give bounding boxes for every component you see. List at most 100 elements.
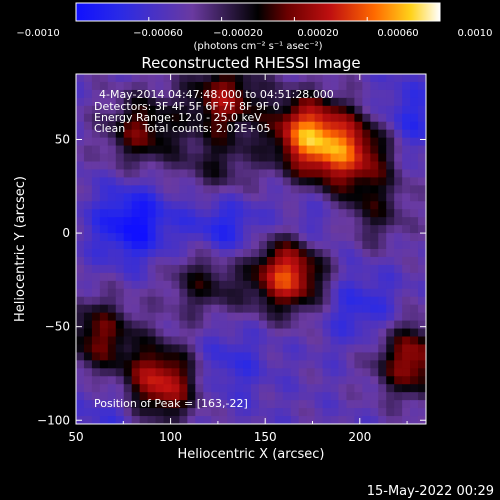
heatmap-cell xyxy=(298,201,308,210)
heatmap-cell xyxy=(386,161,395,171)
heatmap-cell xyxy=(171,145,180,155)
heatmap-cell xyxy=(306,256,316,266)
heatmap-cell xyxy=(179,233,188,242)
heatmap-cell xyxy=(76,121,85,131)
heatmap-cell xyxy=(243,328,252,338)
heatmap-cell xyxy=(115,249,125,258)
heatmap-cell xyxy=(179,312,188,322)
heatmap-cell xyxy=(298,74,308,83)
heatmap-cell xyxy=(346,177,355,186)
heatmap-cell xyxy=(171,280,180,290)
heatmap-cell xyxy=(251,296,260,306)
heatmap-cell xyxy=(386,392,395,401)
heatmap-cell xyxy=(91,185,101,194)
heatmap-cell xyxy=(370,376,379,385)
heatmap-cell xyxy=(123,225,133,234)
heatmap-cell xyxy=(139,328,149,338)
heatmap-cell xyxy=(76,193,85,202)
heatmap-cell xyxy=(378,249,387,258)
heatmap-cell xyxy=(147,256,157,266)
heatmap-cell xyxy=(235,113,244,123)
heatmap-cell xyxy=(354,129,363,139)
heatmap-cell xyxy=(195,145,204,155)
heatmap-cell xyxy=(163,312,173,322)
heatmap-cell xyxy=(83,89,93,99)
heatmap-cell xyxy=(115,304,125,314)
heatmap-cell xyxy=(139,368,149,377)
heatmap-cell xyxy=(107,185,117,194)
heatmap-cell xyxy=(354,328,363,338)
heatmap-cell xyxy=(76,74,85,83)
heatmap-cell xyxy=(99,169,109,178)
heatmap-cell xyxy=(107,74,117,83)
heatmap-cell xyxy=(243,113,252,123)
heatmap-cell xyxy=(227,288,236,298)
heatmap-cell xyxy=(171,328,180,338)
heatmap-cell xyxy=(83,352,93,361)
heatmap-cell xyxy=(266,89,276,99)
heatmap-cell xyxy=(131,336,141,346)
heatmap-cell xyxy=(266,81,276,91)
heatmap-cell xyxy=(163,193,173,202)
heatmap-cell xyxy=(235,368,244,377)
heatmap-cell xyxy=(115,121,125,131)
heatmap-cell xyxy=(354,74,363,83)
heatmap-cell xyxy=(187,336,196,346)
heatmap-cell xyxy=(274,344,284,353)
heatmap-cell xyxy=(410,105,419,115)
heatmap-cell xyxy=(258,121,268,131)
heatmap-cell xyxy=(83,416,93,424)
heatmap-cell xyxy=(219,105,228,115)
heatmap-cell xyxy=(370,81,379,91)
colorbar: −0.0010 −0.00060 −0.00020 0.00020 0.00060 0.0… xyxy=(16,2,493,52)
heatmap-cell xyxy=(394,185,403,194)
heatmap-cell xyxy=(139,121,149,131)
heatmap-cell xyxy=(370,129,379,139)
heatmap-cell xyxy=(107,209,117,218)
heatmap-cell xyxy=(219,384,228,393)
heatmap-cell xyxy=(258,408,268,417)
heatmap-cell xyxy=(362,177,371,186)
heatmap-cell xyxy=(386,225,395,234)
heatmap-cell xyxy=(171,296,180,306)
heatmap-cell xyxy=(76,209,85,218)
heatmap-cell xyxy=(282,153,292,163)
heatmap-cell xyxy=(131,241,141,250)
heatmap-cell xyxy=(195,241,204,250)
heatmap-cell xyxy=(298,89,308,99)
heatmap-cell xyxy=(147,81,157,91)
heatmap-cell xyxy=(235,129,244,139)
heatmap-cell xyxy=(115,105,125,115)
heatmap-cell xyxy=(354,153,363,163)
heatmap-cell xyxy=(187,97,196,107)
heatmap-cell xyxy=(290,328,300,338)
heatmap-cell xyxy=(251,384,260,393)
heatmap-cell xyxy=(258,169,268,178)
heatmap-cell xyxy=(338,264,348,274)
heatmap-cell xyxy=(171,113,180,123)
heatmap-cell xyxy=(83,344,93,353)
heatmap-cell xyxy=(219,113,228,123)
heatmap-cell xyxy=(235,304,244,314)
heatmap-cell xyxy=(76,328,85,338)
heatmap-cell xyxy=(211,376,220,385)
heatmap-cell xyxy=(83,97,93,107)
heatmap-cell xyxy=(171,153,180,163)
heatmap-cell xyxy=(418,408,426,417)
heatmap-cell xyxy=(418,89,426,99)
heatmap-cell xyxy=(91,161,101,171)
heatmap-cell xyxy=(266,320,276,330)
heatmap-cell xyxy=(290,81,300,91)
heatmap-cell xyxy=(123,177,133,186)
heatmap-cell xyxy=(131,113,141,123)
heatmap-cell xyxy=(83,217,93,226)
heatmap-cell xyxy=(306,336,316,346)
heatmap-cell xyxy=(123,304,133,314)
heatmap-cell xyxy=(235,296,244,306)
heatmap-cell xyxy=(131,384,141,393)
heatmap-cell xyxy=(346,392,355,401)
heatmap-cell xyxy=(139,225,149,234)
heatmap-cell xyxy=(402,344,411,353)
heatmap-cell xyxy=(314,201,324,210)
heatmap-cell xyxy=(258,241,268,250)
